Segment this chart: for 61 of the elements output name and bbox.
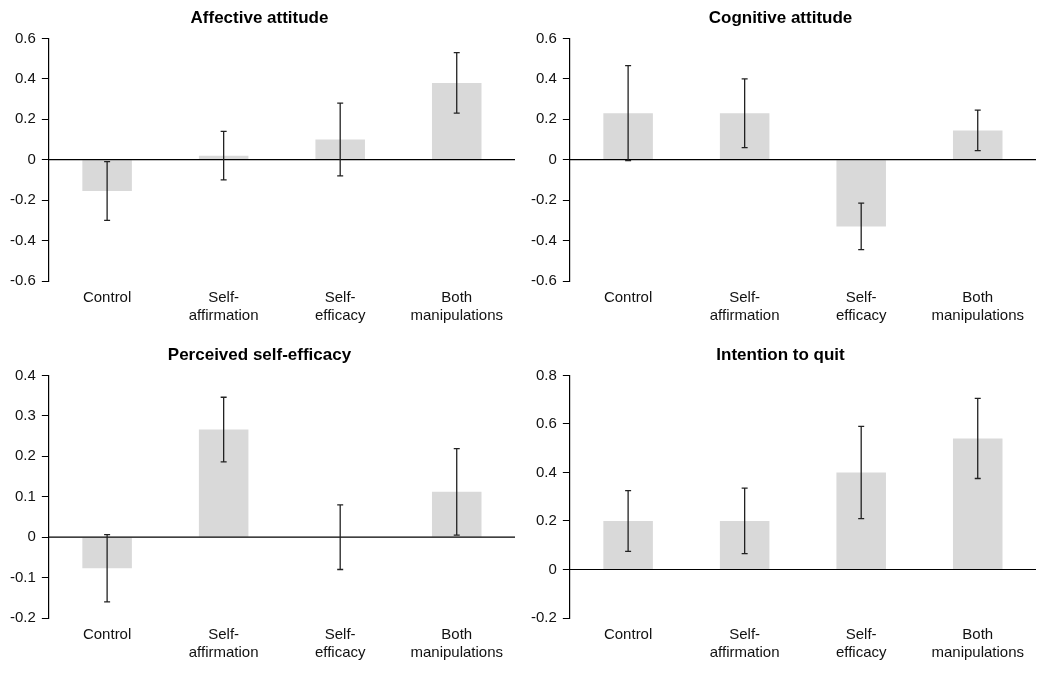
- y-tick-label: 0.4: [535, 68, 557, 86]
- bar: [719, 520, 770, 569]
- y-tick-label: 0.6: [535, 414, 557, 432]
- x-tick-label: Self-affirmation: [188, 625, 259, 661]
- chart-title: Perceived self-efficacy: [167, 344, 352, 364]
- x-tick-label: Both manipulations: [931, 288, 1025, 324]
- y-tick-label: 0.4: [14, 365, 36, 383]
- y-tick-label: -0.4: [9, 230, 36, 248]
- y-tick-label: 0: [548, 559, 557, 577]
- y-tick-label: 0: [27, 527, 36, 545]
- y-tick-label: 0.2: [14, 446, 36, 464]
- chart-title: Intention to quit: [716, 344, 846, 364]
- x-tick-label: Self-efficacy: [835, 625, 887, 661]
- y-tick-label: -0.6: [9, 271, 36, 289]
- x-tick-label: Self-affirmation: [709, 288, 780, 324]
- bar: [82, 160, 132, 192]
- bar: [431, 491, 482, 537]
- bar: [952, 130, 1003, 160]
- bar: [431, 82, 482, 160]
- bar: [952, 438, 1003, 569]
- bar: [603, 113, 653, 160]
- x-tick-label: Control: [603, 625, 653, 643]
- y-tick-label: 0: [27, 149, 36, 167]
- x-tick-label: Control: [82, 625, 132, 643]
- bar: [315, 139, 365, 160]
- y-tick-label: -0.2: [9, 608, 36, 626]
- x-tick-label: Self-efficacy: [314, 288, 366, 324]
- x-tick-label: Both manipulations: [410, 288, 504, 324]
- y-tick-label: 0: [548, 149, 557, 167]
- y-tick-label: -0.2: [9, 190, 36, 208]
- y-tick-label: 0.6: [535, 28, 557, 46]
- y-tick-label: 0.6: [14, 28, 36, 46]
- x-tick-label: Self-efficacy: [835, 288, 887, 324]
- bar: [82, 537, 132, 569]
- y-tick-label: 0.1: [14, 486, 36, 504]
- bar: [836, 160, 886, 227]
- x-tick-label: Control: [603, 288, 653, 306]
- x-tick-label: Self-efficacy: [314, 625, 366, 661]
- chart-title: Affective attitude: [190, 7, 329, 27]
- y-tick-label: -0.4: [530, 230, 557, 248]
- y-tick-label: 0.2: [14, 109, 36, 127]
- x-tick-label: Self-affirmation: [188, 288, 259, 324]
- x-tick-label: Self-affirmation: [709, 625, 780, 661]
- chart-title: Cognitive attitude: [708, 7, 853, 27]
- y-tick-label: 0.2: [535, 109, 557, 127]
- y-tick-label: -0.1: [9, 567, 36, 585]
- y-tick-label: 0.8: [535, 365, 557, 383]
- y-tick-label: 0.4: [535, 462, 557, 480]
- y-tick-label: 0.2: [535, 511, 557, 529]
- y-tick-label: -0.2: [530, 608, 557, 626]
- bar: [198, 429, 249, 537]
- bar: [836, 472, 886, 569]
- x-tick-label: Both manipulations: [410, 625, 504, 661]
- y-tick-label: 0.4: [14, 68, 36, 86]
- x-tick-label: Both manipulations: [931, 625, 1025, 661]
- bar: [719, 113, 770, 160]
- y-tick-label: -0.6: [530, 271, 557, 289]
- y-tick-label: -0.2: [530, 190, 557, 208]
- x-tick-label: Control: [82, 288, 132, 306]
- y-tick-label: 0.3: [14, 405, 36, 423]
- bar: [603, 520, 653, 569]
